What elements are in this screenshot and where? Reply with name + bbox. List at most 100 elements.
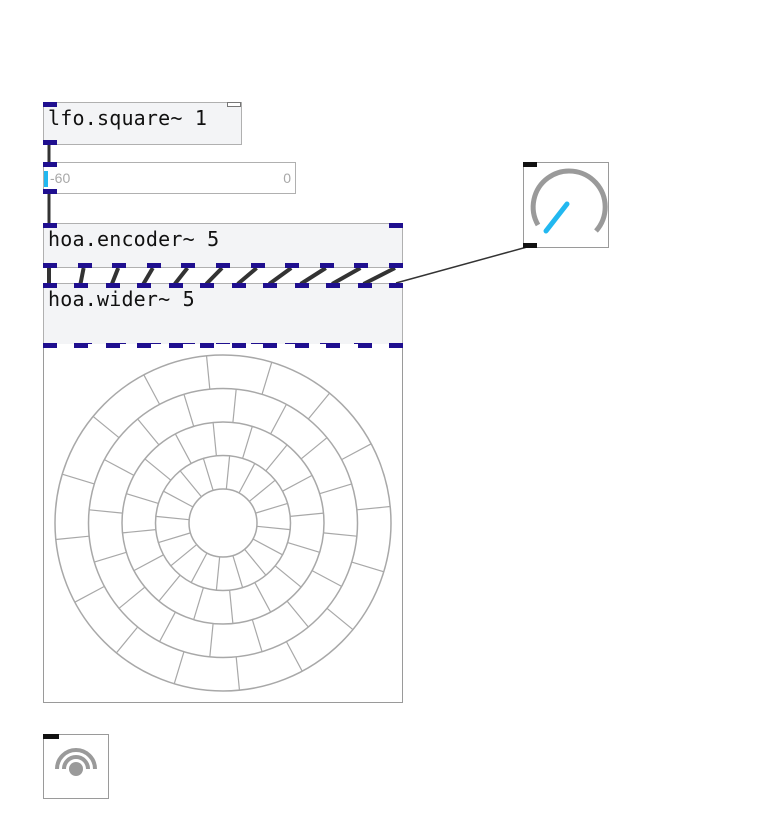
inlet-7[interactable] xyxy=(231,283,246,288)
inlet-12[interactable] xyxy=(389,283,403,288)
scope-spoke xyxy=(251,619,263,652)
scope-spoke xyxy=(205,355,211,390)
inlet-8[interactable] xyxy=(263,283,278,288)
inlet-3[interactable] xyxy=(105,283,120,288)
knob-dial[interactable] xyxy=(523,162,609,248)
scope-spoke xyxy=(193,587,204,620)
scope-inlet-5[interactable] xyxy=(168,343,183,348)
scope-spoke xyxy=(94,551,127,563)
scope-spoke xyxy=(256,525,291,531)
scope-ring xyxy=(154,454,292,592)
scope-spoke xyxy=(300,437,328,460)
scope-spoke xyxy=(285,641,303,672)
outlet-4[interactable] xyxy=(146,263,161,268)
signal-wire[interactable] xyxy=(236,266,258,286)
signal-wire[interactable] xyxy=(78,267,86,285)
inlet-9[interactable] xyxy=(294,283,309,288)
scope-spoke xyxy=(133,554,164,572)
outlet-11[interactable] xyxy=(389,263,403,268)
scope-inlet-10[interactable] xyxy=(326,343,341,348)
outlet-1[interactable] xyxy=(43,263,57,268)
scope-inlet-11[interactable] xyxy=(357,343,372,348)
encoder-wider-wires xyxy=(47,266,396,286)
lfo-square-object[interactable]: lfo.square~ 1 xyxy=(43,102,242,145)
scope-spoke xyxy=(265,444,288,472)
signal-wire[interactable] xyxy=(299,266,327,286)
inlet[interactable] xyxy=(43,162,57,167)
inlet-11[interactable] xyxy=(357,283,372,288)
outlet[interactable] xyxy=(523,243,537,248)
inlet-5[interactable] xyxy=(168,283,183,288)
scope-inlet-2[interactable] xyxy=(74,343,89,348)
signal-wire[interactable] xyxy=(331,266,362,286)
inlet-signal[interactable] xyxy=(227,102,241,107)
signal-wire[interactable] xyxy=(362,266,396,286)
scope-spoke xyxy=(174,433,192,464)
outlet-6[interactable] xyxy=(216,263,230,268)
scope-spoke xyxy=(274,565,302,588)
outlet-10[interactable] xyxy=(354,263,369,268)
slider-min-label: -60 xyxy=(50,170,71,186)
scope-inlet-4[interactable] xyxy=(137,343,152,348)
hoa-scope[interactable] xyxy=(43,343,403,703)
scope-ring xyxy=(188,488,258,558)
scope-inlet-9[interactable] xyxy=(294,343,309,348)
outlet-2[interactable] xyxy=(77,263,92,268)
gain-slider[interactable]: -60 0 xyxy=(43,162,296,194)
signal-wire[interactable] xyxy=(110,267,121,285)
scope-spoke xyxy=(62,473,95,485)
signal-wire[interactable] xyxy=(268,266,293,286)
scope-spoke xyxy=(92,415,120,439)
scope-spoke xyxy=(118,586,146,609)
scope-inlet-3[interactable] xyxy=(105,343,120,348)
object-text: hoa.wider~ 5 xyxy=(48,287,195,311)
scope-spoke xyxy=(89,509,123,514)
scope-spoke xyxy=(282,474,313,492)
scope-spoke xyxy=(232,555,244,588)
hoa-wider-object[interactable]: hoa.wider~ 5 xyxy=(43,283,403,348)
scope-inlet-1[interactable] xyxy=(43,343,57,348)
scope-spoke xyxy=(323,532,357,537)
slider-knob[interactable] xyxy=(44,171,48,187)
outlet-9[interactable] xyxy=(319,263,334,268)
scope-spoke xyxy=(290,512,324,517)
scope-ring xyxy=(121,421,325,625)
inlet-right[interactable] xyxy=(389,223,403,228)
wire-knob-wider[interactable] xyxy=(395,246,528,284)
inlet[interactable] xyxy=(43,734,59,739)
inlet[interactable] xyxy=(43,102,57,107)
scope-inlet-12[interactable] xyxy=(389,343,403,348)
outlet[interactable] xyxy=(43,140,57,145)
inlet-2[interactable] xyxy=(74,283,89,288)
signal-wire[interactable] xyxy=(173,266,189,286)
hoa-encoder-object[interactable]: hoa.encoder~ 5 xyxy=(43,223,403,268)
signal-wire[interactable] xyxy=(141,266,155,286)
scope-spoke xyxy=(74,585,105,603)
inlet[interactable] xyxy=(523,162,537,167)
scope-spoke xyxy=(356,505,391,511)
outlet-7[interactable] xyxy=(250,263,265,268)
scope-inlet-6[interactable] xyxy=(200,343,215,348)
scope-spoke xyxy=(238,463,256,494)
inlet-left[interactable] xyxy=(43,223,57,228)
scope-circle-display xyxy=(54,354,392,692)
outlet-3[interactable] xyxy=(112,263,127,268)
scope-spoke xyxy=(173,651,185,684)
scope-inlet-8[interactable] xyxy=(263,343,278,348)
scope-spoke xyxy=(158,574,181,602)
dac-output[interactable] xyxy=(43,734,109,799)
scope-spoke xyxy=(255,502,288,514)
inlet-6[interactable] xyxy=(200,283,215,288)
scope-spoke xyxy=(126,493,159,504)
outlet-5[interactable] xyxy=(181,263,196,268)
speaker-icon xyxy=(55,748,97,776)
outlet[interactable] xyxy=(43,189,57,194)
scope-spoke xyxy=(155,515,190,521)
scope-spoke xyxy=(55,535,90,541)
inlet-4[interactable] xyxy=(137,283,152,288)
inlet-1[interactable] xyxy=(43,283,57,288)
scope-inlet-7[interactable] xyxy=(231,343,246,348)
outlet-8[interactable] xyxy=(285,263,300,268)
inlet-10[interactable] xyxy=(326,283,341,288)
signal-wire[interactable] xyxy=(204,266,224,286)
